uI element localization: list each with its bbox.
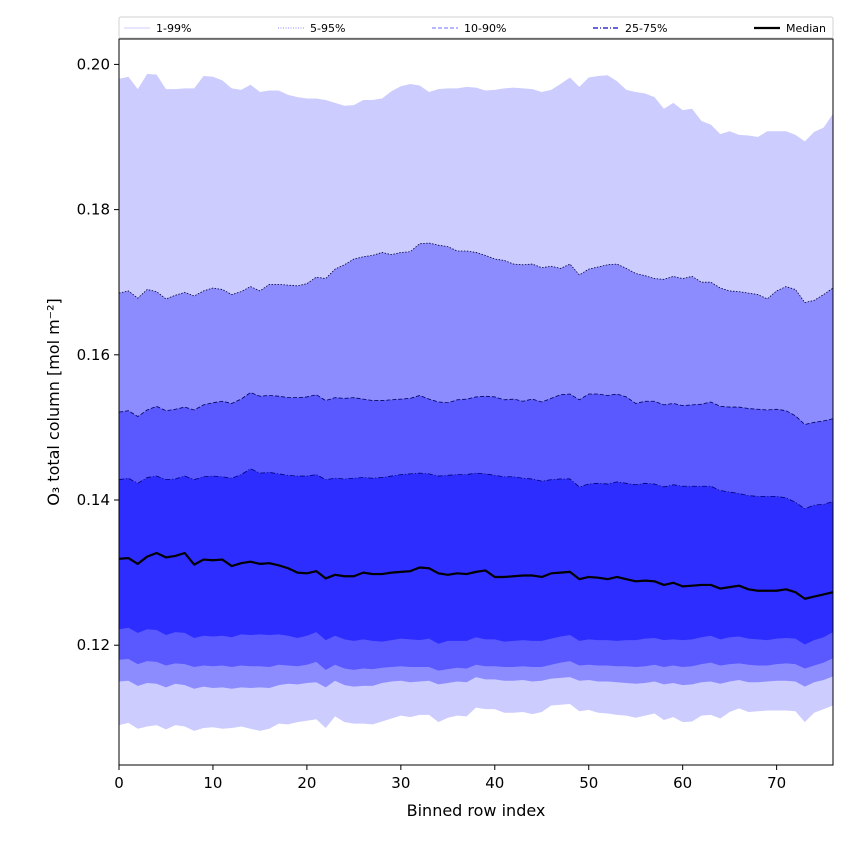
x-tick-label: 40 [485, 774, 504, 792]
y-tick-label: 0.20 [77, 55, 110, 73]
x-tick-label: 10 [203, 774, 222, 792]
band-upper-edge-25to75 [118, 468, 834, 510]
x-tick-label: 70 [767, 774, 786, 792]
x-axis-ticks: 0 10 20 30 40 50 60 70 [114, 765, 786, 792]
y-axis-ticks: 0.12 0.14 0.16 0.18 0.20 [77, 55, 119, 654]
median-layer [118, 551, 834, 600]
x-tick-label: 60 [673, 774, 692, 792]
y-axis-label: O₃ total column [mol m⁻²] [44, 298, 63, 506]
legend-label: 25-75% [625, 22, 667, 35]
legend-box [118, 16, 834, 39]
x-tick-label: 50 [579, 774, 598, 792]
median-line [118, 551, 834, 600]
legend-label: 10-90% [464, 22, 506, 35]
x-axis-label: Binned row index [407, 801, 546, 820]
band-upper-edge-5to95 [118, 242, 834, 303]
legend-label: 1-99% [156, 22, 191, 35]
x-tick-label: 20 [297, 774, 316, 792]
band-upper-edge-10to90 [118, 392, 834, 425]
y-tick-label: 0.12 [77, 636, 110, 654]
legend: 1-99% 5-95% 10-90% 25-75% Median [118, 16, 834, 39]
y-tick-label: 0.16 [77, 346, 110, 364]
y-tick-label: 0.18 [77, 201, 110, 219]
y-tick-label: 0.14 [77, 491, 110, 509]
legend-label: 5-95% [310, 22, 345, 35]
x-tick-label: 30 [391, 774, 410, 792]
x-tick-label: 0 [114, 774, 124, 792]
legend-label: Median [786, 22, 826, 35]
bands-layer [118, 73, 834, 731]
band-fill-25to75 [119, 468, 833, 645]
plot-frame [118, 38, 834, 766]
